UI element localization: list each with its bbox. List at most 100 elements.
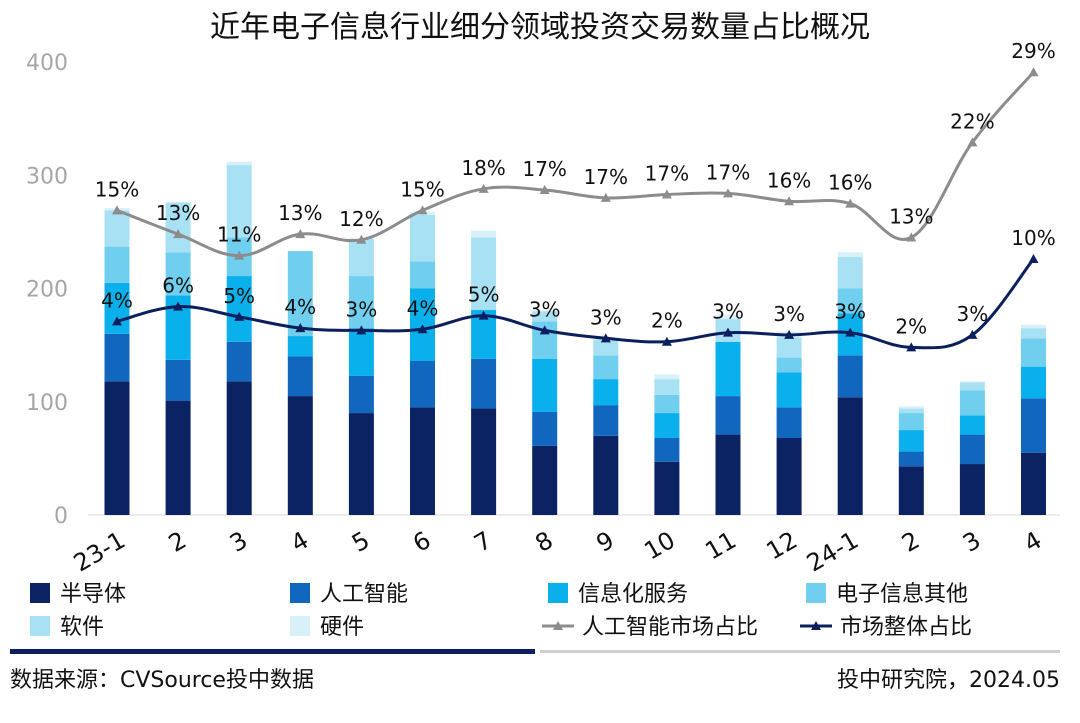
bar-segment bbox=[959, 382, 985, 391]
line-marker bbox=[845, 327, 856, 337]
line-marker bbox=[173, 301, 184, 311]
line-marker bbox=[356, 325, 367, 335]
footer-divider-dark bbox=[10, 649, 535, 654]
line-marker bbox=[723, 188, 733, 198]
data-label: 3% bbox=[957, 302, 989, 326]
data-label: 3% bbox=[773, 302, 805, 326]
data-label: 2% bbox=[651, 309, 683, 333]
bar-segment bbox=[226, 161, 252, 166]
legend-swatch bbox=[30, 616, 50, 636]
bar-segment bbox=[1021, 338, 1046, 367]
data-label: 10% bbox=[1011, 226, 1055, 250]
bar-segment bbox=[776, 337, 802, 358]
line-series: 4% 6% 5% 4% 3% 4% 5% 3% 3% 2% 3% 3% 3% 2% 3% 10% bbox=[101, 226, 1056, 352]
bar-segment bbox=[165, 400, 191, 515]
legend-item: 人工智能市场占比 bbox=[542, 615, 758, 640]
x-tick-label: 5 bbox=[347, 526, 374, 558]
legend-item: 人工智能 bbox=[290, 582, 408, 607]
line-marker bbox=[784, 196, 795, 206]
line-marker bbox=[112, 316, 122, 326]
data-label: 13% bbox=[156, 201, 200, 225]
bar-segment bbox=[348, 238, 374, 277]
data-label: 4% bbox=[101, 288, 133, 312]
bar-segment bbox=[1021, 324, 1046, 329]
data-label: 17% bbox=[522, 157, 566, 181]
data-label: 4% bbox=[407, 296, 439, 320]
x-tick-label: 2 bbox=[897, 526, 924, 558]
data-label: 4% bbox=[284, 295, 316, 319]
chart-title: 近年电子信息行业细分领域投资交易数量占比概况 bbox=[210, 10, 870, 45]
x-tick-label: 2 bbox=[164, 526, 191, 558]
series-line bbox=[116, 71, 1035, 258]
bar-segment bbox=[1021, 366, 1046, 399]
bar-segment bbox=[226, 381, 252, 515]
x-tick-label: 4 bbox=[286, 526, 313, 558]
data-label: 2% bbox=[895, 314, 927, 338]
line-marker bbox=[906, 342, 917, 352]
bar-segment bbox=[593, 405, 619, 436]
x-tick-label: 12 bbox=[762, 526, 802, 566]
legend-item: 半导体 bbox=[30, 582, 126, 607]
bar-segment bbox=[715, 314, 741, 320]
bar-segment bbox=[532, 311, 558, 322]
bar-segment bbox=[898, 430, 924, 452]
data-label: 3% bbox=[590, 305, 622, 329]
bar-segment bbox=[959, 434, 985, 465]
legend-label: 市场整体占比 bbox=[840, 615, 972, 640]
bar-segment bbox=[226, 341, 252, 382]
data-label: 29% bbox=[1011, 39, 1055, 63]
data-label: 13% bbox=[889, 205, 933, 229]
bar-segment bbox=[471, 237, 497, 311]
x-tick-label: 7 bbox=[469, 526, 496, 558]
line-marker bbox=[234, 311, 245, 321]
bar-segment bbox=[776, 372, 802, 408]
bar-segment bbox=[654, 379, 680, 395]
x-tick-label: 24-1 bbox=[802, 526, 863, 577]
y-tick-label: 200 bbox=[26, 278, 68, 303]
line-marker bbox=[356, 234, 367, 244]
bar-segment bbox=[959, 464, 985, 515]
legend-label: 人工智能市场占比 bbox=[582, 615, 758, 640]
bar-segment bbox=[715, 396, 741, 435]
data-label: 16% bbox=[767, 168, 811, 192]
line-series: 15% 13% 11% 13% 12% 15% 18% 17% 17% 17% 17% 16% 16% 1… bbox=[95, 39, 1056, 260]
bar-segment bbox=[410, 360, 435, 408]
line-marker bbox=[906, 232, 917, 242]
data-label: 5% bbox=[468, 283, 500, 307]
legend-swatch bbox=[30, 583, 50, 603]
data-label: 6% bbox=[162, 274, 194, 298]
line-marker bbox=[661, 189, 672, 199]
legend-item: 电子信息其他 bbox=[806, 582, 968, 607]
x-tick-label: 8 bbox=[530, 526, 557, 558]
data-label: 17% bbox=[584, 165, 628, 189]
line-marker bbox=[661, 336, 672, 346]
data-label: 18% bbox=[461, 156, 505, 180]
x-tick-label: 23-1 bbox=[69, 526, 130, 577]
x-tick-label: 6 bbox=[408, 526, 435, 558]
bar-segment bbox=[348, 375, 374, 414]
line-marker bbox=[478, 183, 489, 193]
data-label: 22% bbox=[950, 109, 994, 133]
data-label: 3% bbox=[346, 297, 378, 321]
bar-segment bbox=[715, 341, 741, 397]
line-marker bbox=[295, 229, 306, 239]
legend-item: 硬件 bbox=[290, 615, 364, 640]
line-marker bbox=[1028, 67, 1039, 77]
data-label: 3% bbox=[712, 300, 744, 324]
line-marker bbox=[1028, 254, 1039, 264]
line-marker bbox=[539, 325, 550, 335]
x-tick-label: 10 bbox=[639, 526, 679, 566]
bar-segment bbox=[532, 445, 558, 515]
legend-swatch bbox=[806, 583, 826, 603]
line-marker bbox=[417, 324, 428, 334]
y-tick-label: 0 bbox=[54, 504, 68, 529]
bar-segment bbox=[654, 461, 680, 515]
bar-segment bbox=[471, 230, 497, 238]
data-label: 13% bbox=[278, 201, 322, 225]
line-marker bbox=[112, 205, 122, 215]
line-marker bbox=[784, 329, 795, 339]
bar-segment bbox=[959, 381, 985, 383]
bar-segment bbox=[654, 413, 680, 438]
x-tick-label: 4 bbox=[1019, 526, 1046, 558]
